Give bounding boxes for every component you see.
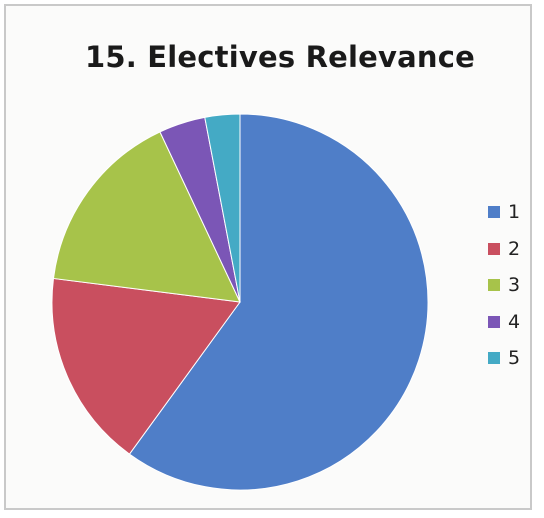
legend-label: 1 (508, 201, 521, 224)
legend-label: 4 (508, 310, 521, 333)
legend-label: 5 (508, 347, 521, 370)
pie-slice-1 (128, 113, 429, 491)
pie-slice-5 (204, 113, 241, 303)
legend-label: 2 (508, 237, 521, 260)
legend-item-3: 3 (488, 267, 520, 304)
legend-swatch (488, 279, 500, 292)
legend-swatch (488, 352, 500, 365)
legend-label: 3 (508, 274, 521, 297)
legend-item-2: 2 (488, 231, 520, 268)
legend-item-5: 5 (488, 340, 520, 377)
legend-swatch (488, 206, 500, 219)
pie-slice-3 (52, 131, 241, 303)
chart-title: 15. Electives Relevance (85, 40, 475, 74)
legend: 1 2 3 4 5 (488, 194, 520, 377)
legend-swatch (488, 242, 500, 255)
legend-item-4: 4 (488, 304, 520, 341)
legend-swatch (488, 315, 500, 328)
legend-item-1: 1 (488, 194, 520, 231)
pie-slice-2 (51, 277, 241, 455)
